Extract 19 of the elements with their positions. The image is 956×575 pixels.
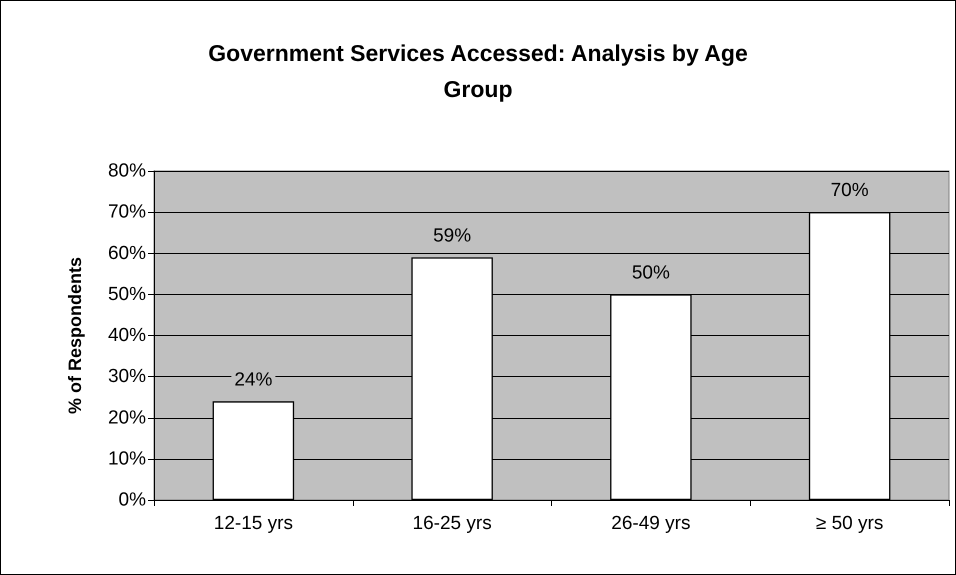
y-tick-label: 30%	[108, 366, 146, 388]
y-tick-label: 50%	[108, 284, 146, 305]
data-label: 50%	[632, 262, 670, 284]
x-tick-label: 16-25 yrs	[412, 513, 492, 534]
x-tick-label: 12-15 yrs	[214, 513, 293, 534]
data-label: 59%	[433, 225, 472, 246]
data-label: 70%	[830, 180, 869, 202]
chart-title: Government Services Accessed: Analysis by Age Group	[207, 39, 749, 104]
y-tick-label: 60%	[108, 242, 146, 264]
x-tick-label: ≥ 50 yrs	[816, 513, 884, 534]
y-tick-label: 80%	[108, 160, 146, 182]
data-label: 24%	[234, 369, 272, 390]
y-tick-label: 0%	[118, 490, 146, 510]
y-tick-label: 70%	[108, 202, 146, 223]
y-tick-label: 40%	[108, 325, 146, 346]
x-tick-label: 26-49 yrs	[611, 513, 690, 534]
y-axis-title: % of Respondents	[65, 256, 85, 414]
y-tick-label: 20%	[108, 407, 146, 428]
y-tick-label: 10%	[108, 448, 146, 470]
